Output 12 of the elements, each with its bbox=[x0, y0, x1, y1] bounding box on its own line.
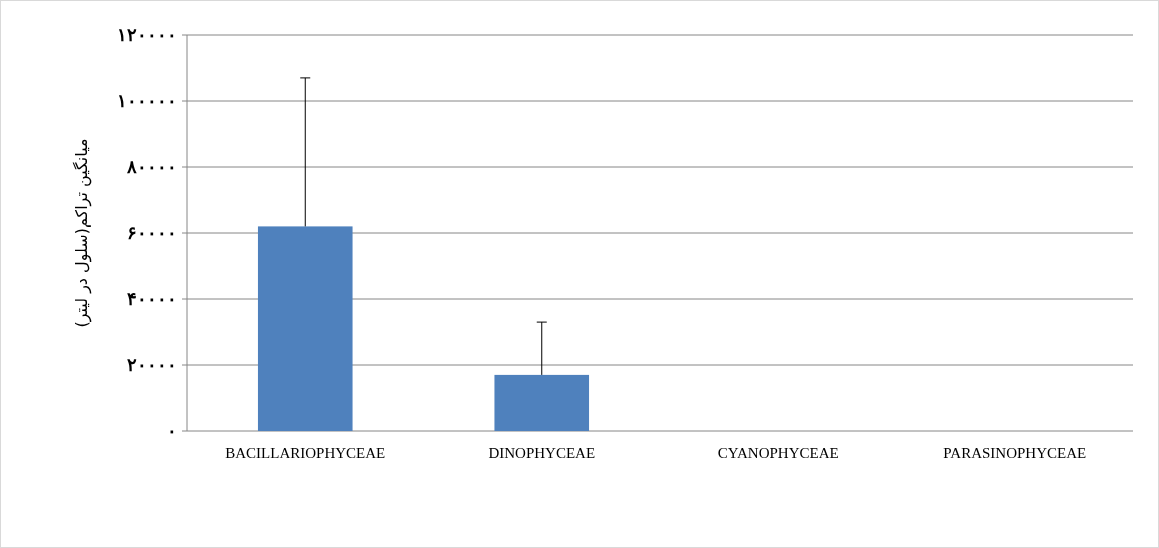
y-tick-label: ۸۰۰۰۰ bbox=[126, 157, 177, 177]
y-tick-label: ۰ bbox=[167, 421, 177, 441]
x-tick-label: BACILLARIOPHYCEAE bbox=[225, 445, 386, 461]
y-tick-label: ۱۰۰۰۰۰ bbox=[117, 91, 177, 111]
x-tick-label: DINOPHYCEAE bbox=[488, 445, 596, 461]
y-axis-title: میانگین تراکم(سلول در لیتر) bbox=[72, 138, 92, 328]
x-tick-label: PARASINOPHYCEAE bbox=[943, 445, 1087, 461]
y-tick-label: ۶۰۰۰۰ bbox=[127, 223, 177, 243]
y-tick-label: ۲۰۰۰۰ bbox=[127, 355, 177, 375]
x-tick-label: CYANOPHYCEAE bbox=[717, 445, 839, 461]
y-tick-label: ۱۲۰۰۰۰ bbox=[117, 25, 177, 45]
y-tick-label: ۴۰۰۰۰ bbox=[127, 289, 177, 309]
